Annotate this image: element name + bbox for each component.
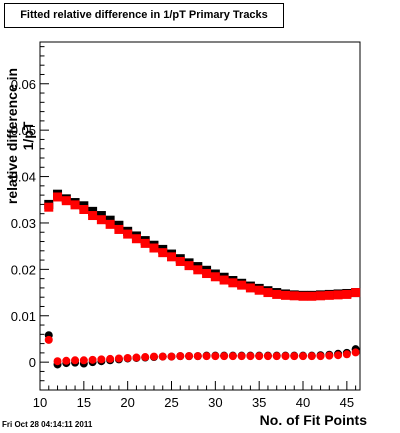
y-tick-label: 0.01: [11, 309, 36, 324]
y-axis-label: relative difference in 1/pT: [4, 67, 36, 205]
data-point: [298, 291, 308, 301]
data-point: [158, 248, 168, 258]
data-point: [44, 335, 53, 344]
data-point: [61, 196, 71, 206]
y-tick-label: 0.05: [11, 123, 36, 138]
data-point: [237, 352, 246, 361]
data-point: [88, 211, 98, 221]
data-point: [280, 290, 290, 300]
data-point: [106, 354, 115, 363]
data-point: [167, 252, 177, 262]
data-point: [141, 353, 150, 362]
x-tick-label: 15: [77, 395, 91, 410]
data-point: [245, 283, 255, 293]
data-point: [175, 256, 185, 266]
y-tick-label: 0.04: [11, 170, 36, 185]
data-point: [351, 348, 360, 357]
data-point: [70, 200, 80, 210]
chart-title: Fitted relative difference in 1/pT Prima…: [20, 9, 268, 21]
data-point: [325, 351, 334, 360]
data-point: [290, 352, 299, 361]
data-point: [228, 278, 238, 288]
data-point: [140, 238, 150, 248]
data-point: [62, 356, 71, 365]
data-point: [105, 219, 115, 229]
data-point: [342, 289, 352, 299]
data-point: [114, 224, 124, 234]
data-point: [176, 352, 185, 361]
data-point: [316, 291, 326, 301]
data-point: [88, 355, 97, 364]
data-point: [79, 356, 88, 365]
data-point: [132, 353, 141, 362]
x-axis-label: No. of Fit Points: [259, 412, 367, 428]
data-point: [96, 215, 106, 225]
data-point: [299, 352, 308, 361]
data-point: [272, 352, 281, 361]
data-point: [97, 355, 106, 364]
data-point: [211, 352, 220, 361]
data-point: [324, 290, 334, 300]
data-point: [210, 272, 220, 282]
y-tick-label: 0.03: [11, 216, 36, 231]
x-tick-label: 20: [120, 395, 134, 410]
data-point: [79, 205, 89, 215]
data-point: [193, 352, 202, 361]
data-point: [333, 290, 343, 300]
data-point: [334, 351, 343, 360]
x-tick-label: 35: [252, 395, 266, 410]
data-point: [254, 285, 264, 295]
data-point: [255, 352, 264, 361]
x-tick-label: 30: [208, 395, 222, 410]
data-point: [44, 202, 54, 212]
data-point: [237, 280, 247, 290]
plot-frame: [39, 41, 361, 391]
data-point: [289, 291, 299, 301]
data-point: [342, 350, 351, 359]
data-point: [193, 265, 203, 275]
data-point: [167, 352, 176, 361]
data-point: [131, 234, 141, 244]
data-point: [307, 352, 316, 361]
y-tick-label: 0: [29, 355, 36, 370]
data-point: [263, 352, 272, 361]
x-tick-label: 10: [33, 395, 47, 410]
data-point: [219, 275, 229, 285]
data-point: [149, 243, 159, 253]
y-tick-label: 0.06: [11, 77, 36, 92]
data-point: [351, 288, 361, 298]
data-point: [149, 352, 158, 361]
data-point: [158, 352, 167, 361]
data-point: [220, 352, 229, 361]
data-point: [246, 352, 255, 361]
data-point: [228, 352, 237, 361]
data-point: [123, 229, 133, 239]
data-point: [202, 269, 212, 279]
x-tick-label: 25: [164, 395, 178, 410]
data-point: [281, 352, 290, 361]
data-point: [184, 261, 194, 271]
x-tick-label: 40: [296, 395, 310, 410]
data-point: [53, 192, 63, 202]
data-point: [71, 356, 80, 365]
timestamp: Fri Oct 28 04:14:11 2011: [2, 420, 93, 429]
data-point: [307, 291, 317, 301]
data-point: [316, 352, 325, 361]
x-tick-label: 45: [340, 395, 354, 410]
data-point: [263, 288, 273, 298]
data-point: [53, 357, 62, 366]
data-point: [202, 352, 211, 361]
data-point: [114, 354, 123, 363]
y-tick-label: 0.02: [11, 262, 36, 277]
chart-title-box: Fitted relative difference in 1/pT Prima…: [4, 3, 284, 28]
data-point: [185, 352, 194, 361]
data-point: [272, 289, 282, 299]
data-point: [123, 353, 132, 362]
